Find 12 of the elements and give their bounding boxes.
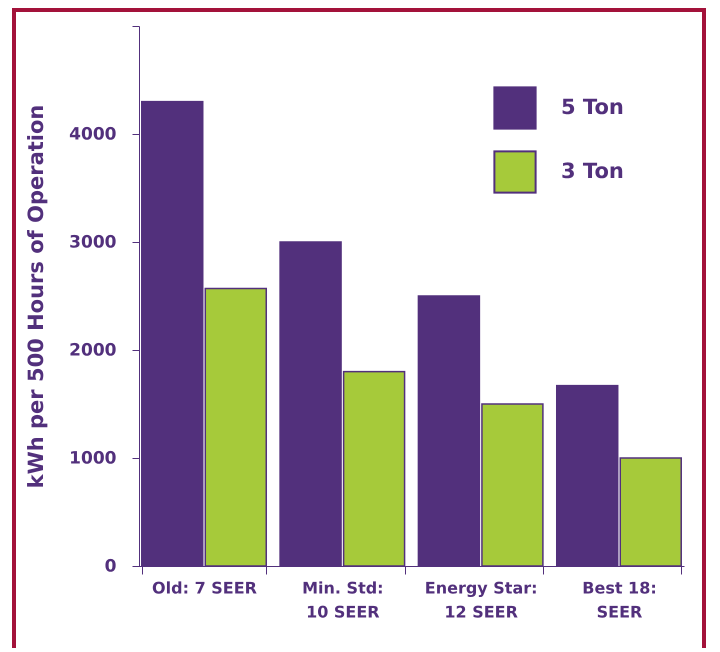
y-tick-label: 0 xyxy=(104,556,117,576)
legend-label: 3 Ton xyxy=(561,159,624,183)
y-tick-label: 1000 xyxy=(69,448,117,468)
y-tick-label: 4000 xyxy=(69,124,117,144)
y-tick-label: 3000 xyxy=(69,232,117,252)
y-tick-label: 2000 xyxy=(69,340,117,360)
x-tick-label: Old: 7 SEER xyxy=(152,578,257,598)
x-tick-label: Energy Star: 12 SEER xyxy=(424,578,538,622)
y-axis-title: kWh per 500 Hours of Operation xyxy=(24,104,48,488)
x-tick-label: Best 18: SEER xyxy=(582,578,657,622)
x-tick-label: Min. Std: 10 SEER xyxy=(302,578,384,622)
legend-label: 5 Ton xyxy=(561,95,624,119)
